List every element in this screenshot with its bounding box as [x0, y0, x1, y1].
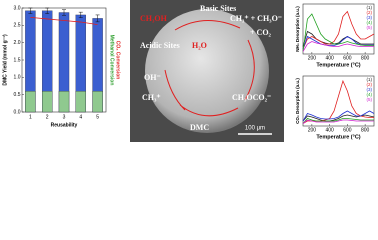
legend-entry: (3) [367, 15, 373, 20]
y2-axis-label: CO₂ Conversion [115, 41, 121, 80]
x-tick-label: 2 [46, 114, 49, 120]
y-tick-label: 1.0 [14, 75, 21, 81]
error-bar [28, 7, 33, 14]
x-tick-label: 800 [361, 55, 370, 61]
legend-entry: (1) [367, 5, 373, 10]
x-tick-label: 4 [79, 114, 82, 120]
x-axis-label: Temperature (°C) [316, 134, 360, 140]
annotation: CH₃⁺ [142, 93, 161, 102]
line-series [302, 119, 374, 124]
annotation: CH₃⁺ + CH₃O⁻ [230, 14, 282, 23]
legend-entry: (4) [367, 92, 373, 97]
figure: Basic Sites CH₃OH CH₃⁺ + CH₃O⁻ + CO₂ H₂O… [2, 0, 375, 142]
y-tick-label: 2.0 [14, 40, 21, 46]
x-axis-label: Reusability [51, 122, 78, 128]
line-series [302, 41, 374, 52]
scale-bar-label: 100 μm [245, 126, 265, 132]
reaction-arrows [164, 19, 255, 117]
x-tick-label: 600 [343, 55, 352, 61]
annotation: CH₃OCO₂⁻ [232, 93, 271, 102]
y-axis-label: CO₂ Desorption (a.u.) [295, 78, 300, 124]
y2-axis-label: Methanol Conversion [109, 35, 115, 86]
annotation: DMC [190, 123, 209, 132]
y-tick-label: 1.5 [14, 57, 21, 63]
bar [75, 91, 86, 113]
annotation: Acidic Sites [140, 41, 180, 50]
error-bar [62, 9, 66, 16]
bar [25, 91, 36, 113]
x-tick-label: 5 [96, 114, 99, 120]
y-tick-label: 0.0 [14, 109, 21, 115]
x-tick-label: 3 [63, 114, 66, 120]
x-axis-label: Temperature (°C) [316, 62, 360, 68]
annotation: OH⁻ [144, 73, 161, 82]
sem-panel: Basic Sites CH₃OH CH₃⁺ + CH₃O⁻ + CO₂ H₂O… [130, 0, 284, 142]
legend-entry: (2) [367, 82, 373, 87]
line-series [302, 118, 374, 124]
legend-entry: (1) [367, 77, 373, 82]
legend-entry: (3) [367, 87, 373, 92]
line-series [302, 30, 374, 47]
annotation: H₂O [192, 41, 207, 50]
sem-particle [145, 9, 269, 133]
x-tick-label: 800 [361, 127, 370, 133]
legend-entry: (5) [367, 25, 373, 30]
bar [58, 91, 70, 113]
y-axis-label: DMC Yield (mmol g⁻¹) [2, 34, 8, 86]
x-tick-label: 400 [325, 55, 334, 61]
error-bar [78, 11, 83, 18]
y-axis-label: NH₃ Desorption (a.u.) [295, 6, 300, 52]
x-tick-label: 1 [29, 114, 32, 120]
x-tick-label: 200 [308, 55, 317, 61]
line-series [302, 110, 375, 122]
annotation: CH₃OH [140, 14, 168, 23]
x-tick-label: 400 [325, 127, 334, 133]
line-series [302, 10, 375, 50]
annotation: Basic Sites [200, 4, 236, 13]
y-tick-label: 2.5 [14, 23, 21, 29]
error-bar [45, 7, 50, 14]
plot-frame [302, 3, 375, 55]
legend-entry: (4) [367, 20, 373, 25]
x-tick-label: 200 [308, 127, 317, 133]
line-series [30, 16, 98, 26]
annotation: + CO₂ [250, 28, 272, 37]
y-tick-label: 3.0 [14, 5, 21, 11]
error-bar [95, 14, 100, 23]
line-series [302, 13, 374, 52]
bar [42, 91, 53, 113]
x-tick-label: 600 [343, 127, 352, 133]
legend-entry: (2) [367, 10, 373, 15]
bar [92, 91, 103, 113]
y-tick-label: 0.5 [14, 92, 21, 98]
legend-entry: (5) [367, 97, 373, 102]
line-series [302, 114, 375, 122]
